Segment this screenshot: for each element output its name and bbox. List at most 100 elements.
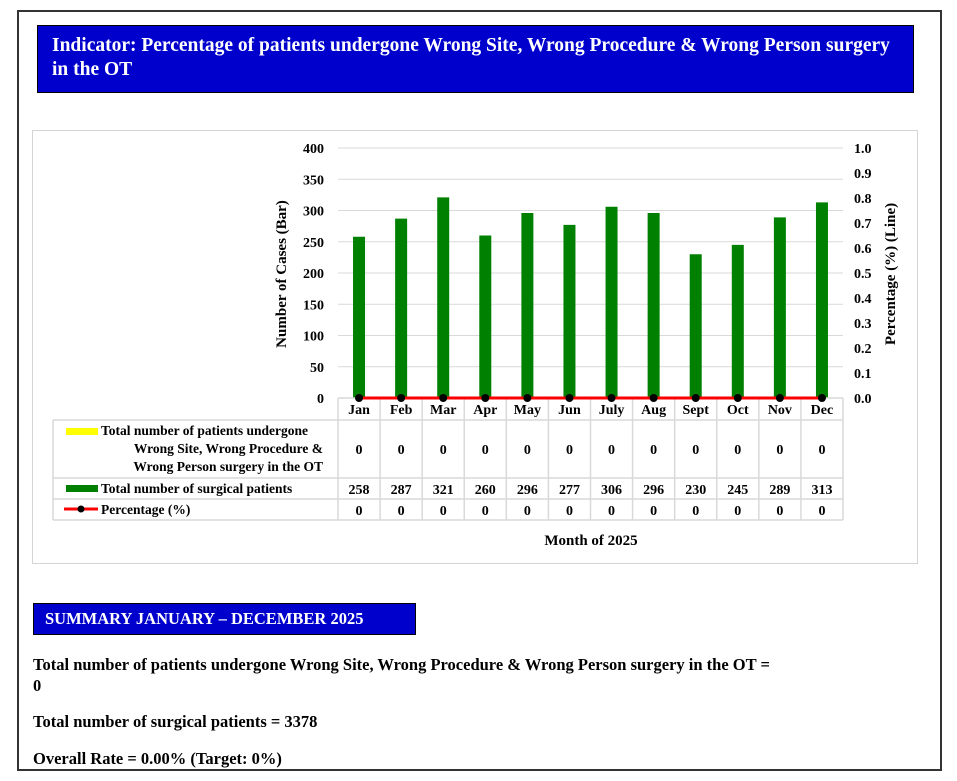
percentage-marker bbox=[523, 394, 532, 402]
x-tick-label: Jan bbox=[348, 403, 370, 418]
x-tick-label: Feb bbox=[390, 403, 413, 418]
percentage-marker bbox=[733, 394, 742, 402]
legend-swatch-percentage-marker bbox=[77, 505, 85, 513]
y2-axis-ticks: 0.0 0.1 0.2 0.3 0.4 0.5 0.6 0.7 0.8 0.9 1.0 bbox=[854, 142, 872, 407]
y2-tick-label: 0.2 bbox=[854, 342, 872, 357]
summary-total-surgical: Total number of surgical patients = 3378 bbox=[33, 712, 318, 731]
y2-tick-label: 0.4 bbox=[854, 292, 872, 307]
page-frame bbox=[17, 10, 942, 771]
data-label-wrong-surgery: 0 bbox=[650, 443, 657, 458]
y-tick-label: 350 bbox=[303, 173, 324, 188]
data-label-percentage: 0 bbox=[608, 504, 615, 519]
data-label-percentage: 0 bbox=[398, 504, 405, 519]
legend-cells: Total number of patients undergone Wrong … bbox=[64, 423, 323, 517]
bar-total-surgical bbox=[731, 244, 744, 398]
x-tick-label: Oct bbox=[727, 403, 749, 418]
x-tick-label: Sept bbox=[682, 403, 709, 418]
data-label-wrong-surgery: 0 bbox=[482, 443, 489, 458]
bar-total-surgical bbox=[563, 224, 576, 398]
x-tick-label: May bbox=[514, 403, 541, 418]
y-tick-label: 50 bbox=[310, 361, 324, 376]
percentage-marker bbox=[817, 394, 826, 402]
bar-total-surgical bbox=[689, 254, 702, 398]
data-label-percentage: 0 bbox=[776, 504, 783, 519]
data-label-total-surgical: 313 bbox=[811, 483, 832, 498]
y-tick-label: 150 bbox=[303, 298, 324, 313]
y2-tick-label: 0.9 bbox=[854, 167, 872, 182]
data-label-wrong-surgery: 0 bbox=[440, 443, 447, 458]
x-axis-label: Month of 2025 bbox=[544, 533, 637, 549]
data-label-wrong-surgery: 0 bbox=[692, 443, 699, 458]
indicator-title: Indicator: Percentage of patients underg… bbox=[37, 25, 914, 93]
y-tick-label: 200 bbox=[303, 267, 324, 282]
x-tick-label: Jun bbox=[558, 403, 581, 418]
bars bbox=[353, 197, 828, 398]
data-label-percentage: 0 bbox=[818, 504, 825, 519]
data-label-total-surgical: 230 bbox=[685, 483, 706, 498]
data-label-total-surgical: 296 bbox=[643, 483, 664, 498]
legend-label-wrong-surgery: Total number of patients undergone bbox=[101, 423, 308, 438]
data-label-total-surgical: 258 bbox=[349, 483, 370, 498]
y-tick-label: 250 bbox=[303, 236, 324, 251]
percentage-marker bbox=[565, 394, 574, 402]
data-table: Jan 0 258 0 Feb 0 287 0 Mar 0 321 0 Apr 0 260 0 May 0 296 0… bbox=[52, 397, 844, 521]
legend-label-wrong-surgery: Wrong Site, Wrong Procedure & bbox=[134, 441, 323, 456]
data-label-percentage: 0 bbox=[650, 504, 657, 519]
x-tick-label: Dec bbox=[811, 403, 834, 418]
data-label-wrong-surgery: 0 bbox=[566, 443, 573, 458]
x-tick-label: Apr bbox=[473, 403, 497, 418]
bar-total-surgical bbox=[437, 197, 450, 398]
percentage-marker bbox=[481, 394, 490, 402]
data-label-total-surgical: 289 bbox=[769, 483, 790, 498]
percentage-marker bbox=[691, 394, 700, 402]
y-tick-label: 100 bbox=[303, 330, 324, 345]
y2-axis-label: Percentage (%) (Line) bbox=[883, 203, 899, 345]
percentage-marker bbox=[649, 394, 658, 402]
data-label-total-surgical: 287 bbox=[391, 483, 412, 498]
data-label-wrong-surgery: 0 bbox=[524, 443, 531, 458]
y2-tick-label: 0.7 bbox=[854, 217, 872, 232]
bar-total-surgical bbox=[773, 217, 786, 398]
percentage-marker bbox=[607, 394, 616, 402]
percentage-marker bbox=[439, 394, 448, 402]
summary-wrong-surgery-label: Total number of patients undergone Wrong… bbox=[33, 655, 770, 674]
percentage-line bbox=[355, 394, 826, 402]
y2-tick-label: 0.3 bbox=[854, 317, 872, 332]
legend-label-wrong-surgery: Wrong Person surgery in the OT bbox=[133, 459, 323, 474]
y-tick-label: 0 bbox=[317, 392, 324, 407]
y-axis-label: Number of Cases (Bar) bbox=[274, 200, 290, 348]
data-label-wrong-surgery: 0 bbox=[398, 443, 405, 458]
bar-total-surgical bbox=[521, 213, 534, 398]
x-tick-label: Aug bbox=[641, 403, 666, 418]
data-label-percentage: 0 bbox=[440, 504, 447, 519]
summary-heading: SUMMARY JANUARY – DECEMBER 2025 bbox=[33, 603, 416, 635]
percentage-marker bbox=[355, 394, 364, 402]
legend-swatch-total-surgical bbox=[66, 485, 98, 492]
data-label-wrong-surgery: 0 bbox=[734, 443, 741, 458]
percentage-marker bbox=[775, 394, 784, 402]
y-tick-label: 400 bbox=[303, 142, 324, 157]
bar-total-surgical bbox=[815, 202, 828, 398]
data-label-wrong-surgery: 0 bbox=[608, 443, 615, 458]
data-label-wrong-surgery: 0 bbox=[818, 443, 825, 458]
y2-tick-label: 1.0 bbox=[854, 142, 872, 157]
legend-label-total-surgical: Total number of surgical patients bbox=[101, 481, 292, 496]
data-label-percentage: 0 bbox=[524, 504, 531, 519]
y2-tick-label: 0.1 bbox=[854, 367, 872, 382]
data-label-total-surgical: 306 bbox=[601, 483, 622, 498]
bar-total-surgical bbox=[605, 206, 618, 398]
legend-swatch-wrong-surgery bbox=[66, 428, 98, 435]
y2-tick-label: 0.8 bbox=[854, 192, 872, 207]
bar-total-surgical bbox=[479, 235, 492, 398]
data-label-percentage: 0 bbox=[482, 504, 489, 519]
legend-label-percentage: Percentage (%) bbox=[101, 502, 190, 517]
bar-total-surgical bbox=[395, 218, 408, 398]
bar-total-surgical bbox=[647, 213, 660, 398]
data-label-percentage: 0 bbox=[734, 504, 741, 519]
data-label-total-surgical: 260 bbox=[475, 483, 496, 498]
data-label-percentage: 0 bbox=[692, 504, 699, 519]
y-axis-ticks: 0 50 100 150 200 250 300 350 400 bbox=[303, 142, 324, 407]
data-label-total-surgical: 245 bbox=[727, 483, 748, 498]
x-tick-label: July bbox=[599, 403, 625, 418]
x-tick-label: Nov bbox=[768, 403, 792, 418]
